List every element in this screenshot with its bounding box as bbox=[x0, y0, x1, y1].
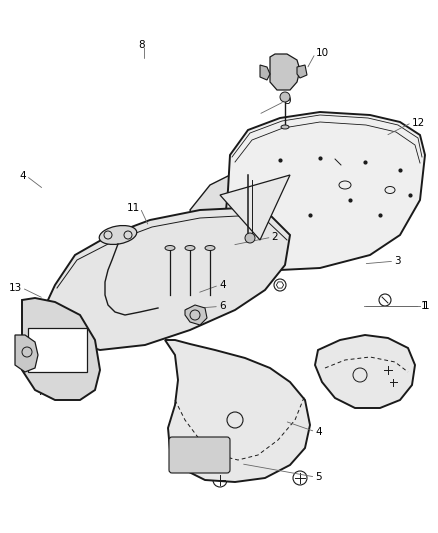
Text: 1: 1 bbox=[423, 302, 429, 311]
Ellipse shape bbox=[205, 246, 215, 251]
Polygon shape bbox=[260, 65, 270, 80]
Circle shape bbox=[332, 156, 344, 168]
Circle shape bbox=[193, 233, 207, 247]
Polygon shape bbox=[270, 54, 300, 90]
Text: 12: 12 bbox=[412, 118, 425, 127]
Circle shape bbox=[232, 244, 244, 256]
Polygon shape bbox=[22, 298, 100, 400]
Polygon shape bbox=[225, 112, 425, 270]
Polygon shape bbox=[185, 305, 207, 325]
Text: 8: 8 bbox=[138, 41, 145, 50]
Circle shape bbox=[245, 233, 255, 243]
Polygon shape bbox=[220, 175, 290, 240]
Circle shape bbox=[280, 92, 290, 102]
Text: 3: 3 bbox=[394, 256, 401, 266]
Circle shape bbox=[258, 271, 272, 285]
Text: 5: 5 bbox=[315, 472, 322, 482]
Text: 4: 4 bbox=[20, 171, 26, 181]
Text: 4: 4 bbox=[315, 427, 322, 437]
Circle shape bbox=[274, 279, 286, 291]
Text: 9: 9 bbox=[285, 96, 291, 106]
Polygon shape bbox=[190, 165, 355, 268]
Polygon shape bbox=[15, 335, 38, 372]
Text: 13: 13 bbox=[9, 283, 22, 293]
FancyBboxPatch shape bbox=[28, 328, 87, 372]
Circle shape bbox=[379, 294, 391, 306]
Text: 4: 4 bbox=[219, 280, 226, 290]
Circle shape bbox=[214, 236, 226, 248]
Ellipse shape bbox=[185, 246, 195, 251]
Text: 10: 10 bbox=[315, 49, 328, 58]
Polygon shape bbox=[45, 208, 290, 350]
Circle shape bbox=[382, 364, 394, 376]
Text: 6: 6 bbox=[219, 302, 226, 311]
Circle shape bbox=[61, 381, 75, 395]
Ellipse shape bbox=[281, 125, 289, 129]
Text: 7: 7 bbox=[37, 387, 44, 397]
Ellipse shape bbox=[99, 225, 137, 245]
Circle shape bbox=[388, 377, 398, 387]
Circle shape bbox=[293, 471, 307, 485]
Text: 1: 1 bbox=[420, 302, 427, 311]
Polygon shape bbox=[315, 335, 415, 408]
Ellipse shape bbox=[165, 246, 175, 251]
Polygon shape bbox=[297, 65, 307, 78]
Circle shape bbox=[213, 473, 227, 487]
Text: 2: 2 bbox=[272, 232, 278, 242]
FancyBboxPatch shape bbox=[169, 437, 230, 473]
Polygon shape bbox=[165, 340, 310, 482]
Text: 11: 11 bbox=[127, 203, 140, 213]
